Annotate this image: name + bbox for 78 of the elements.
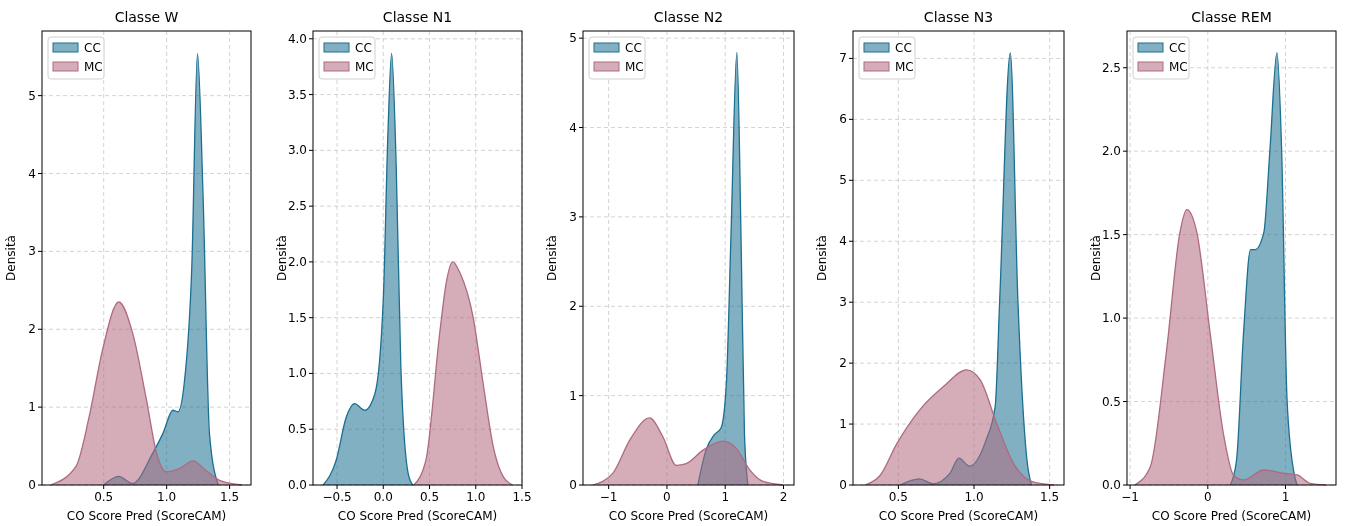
y-tick-label: 5 bbox=[28, 88, 36, 103]
y-tick-label: 3 bbox=[839, 295, 847, 310]
x-tick-label: 1.0 bbox=[157, 490, 177, 504]
legend-label: MC bbox=[625, 60, 644, 74]
y-tick-label: 2.0 bbox=[1101, 144, 1121, 159]
x-tick-label: 1.5 bbox=[512, 490, 532, 504]
y-tick-label: 1 bbox=[28, 400, 36, 415]
x-tick-label: 0.5 bbox=[888, 490, 908, 504]
x-axis-title: CO Score Pred (ScoreCAM) bbox=[608, 509, 769, 523]
y-tick-label: 0 bbox=[839, 478, 847, 492]
y-tick-label: 2 bbox=[28, 322, 36, 337]
chart-title: Classe N1 bbox=[382, 9, 453, 25]
y-tick-label: 4 bbox=[569, 120, 577, 135]
y-tick-label: 3 bbox=[28, 244, 36, 259]
x-tick-label: 0.0 bbox=[373, 490, 393, 504]
legend-label: CC bbox=[1169, 41, 1186, 55]
y-tick-label: 0.0 bbox=[1101, 478, 1121, 492]
y-tick-label: 0.0 bbox=[287, 478, 307, 492]
y-axis-title: Densità bbox=[4, 235, 18, 281]
legend-label: CC bbox=[355, 41, 372, 55]
y-tick-label: 2.5 bbox=[287, 199, 307, 214]
x-tick-label: 0 bbox=[663, 490, 671, 504]
x-tick-label: 1 bbox=[721, 490, 730, 504]
legend-label: MC bbox=[1169, 60, 1188, 74]
y-tick-label: 0 bbox=[569, 478, 577, 492]
y-tick-label: 7 bbox=[839, 51, 847, 66]
x-axis-title: CO Score Pred (ScoreCAM) bbox=[1151, 509, 1312, 523]
y-tick-label: 5 bbox=[569, 31, 577, 46]
legend-label: CC bbox=[625, 41, 642, 55]
y-tick-label: 2 bbox=[839, 356, 847, 371]
x-tick-label: −0.5 bbox=[322, 490, 352, 504]
x-tick-label: 0.5 bbox=[419, 490, 440, 504]
y-tick-label: 3.0 bbox=[287, 143, 307, 158]
y-tick-label: 2.0 bbox=[287, 254, 307, 269]
y-axis-title: Densità bbox=[275, 235, 289, 281]
chart-title: Classe N3 bbox=[923, 9, 994, 25]
chart-title: Classe W bbox=[114, 9, 179, 25]
y-tick-label: 2 bbox=[569, 299, 577, 314]
y-tick-label: 0.5 bbox=[1101, 394, 1121, 409]
y-tick-label: 4 bbox=[28, 166, 36, 181]
x-axis-title: CO Score Pred (ScoreCAM) bbox=[878, 509, 1039, 523]
y-tick-label: 5 bbox=[839, 173, 847, 188]
legend-label: CC bbox=[84, 41, 101, 55]
y-tick-label: 0 bbox=[28, 478, 36, 492]
legend-label: CC bbox=[895, 41, 912, 55]
y-tick-label: 6 bbox=[839, 112, 847, 127]
y-axis-title: Densità bbox=[815, 235, 829, 281]
legend-label: MC bbox=[895, 60, 914, 74]
x-tick-label: 1.5 bbox=[220, 490, 240, 504]
x-axis-title: CO Score Pred (ScoreCAM) bbox=[66, 509, 227, 523]
x-tick-label: 1.5 bbox=[1040, 490, 1060, 504]
y-tick-label: 1.0 bbox=[287, 366, 307, 381]
y-axis-title: Densità bbox=[1089, 235, 1103, 281]
y-tick-label: 4 bbox=[839, 234, 847, 249]
y-tick-label: 3 bbox=[569, 209, 577, 224]
x-axis-title: CO Score Pred (ScoreCAM) bbox=[337, 509, 498, 523]
y-tick-label: 1 bbox=[569, 388, 577, 403]
x-tick-label: 0 bbox=[1203, 490, 1212, 504]
y-tick-label: 1.0 bbox=[1101, 311, 1121, 326]
y-tick-label: 0.5 bbox=[287, 422, 307, 437]
y-tick-label: 3.5 bbox=[287, 87, 307, 102]
x-tick-label: 2 bbox=[779, 490, 788, 504]
y-tick-label: 1.5 bbox=[287, 310, 307, 325]
legend-label: MC bbox=[84, 60, 103, 74]
y-tick-label: 4.0 bbox=[287, 31, 307, 46]
legend-label: MC bbox=[355, 60, 374, 74]
y-axis-title: Densità bbox=[545, 235, 559, 281]
chart-title: Classe N2 bbox=[653, 9, 724, 25]
x-tick-label: 1.0 bbox=[466, 490, 486, 504]
y-tick-label: 1 bbox=[839, 417, 847, 432]
y-tick-label: 2.5 bbox=[1101, 60, 1121, 75]
x-tick-label: −1 bbox=[1121, 490, 1139, 504]
x-tick-label: 0.5 bbox=[94, 490, 114, 504]
x-tick-label: 1 bbox=[1281, 490, 1290, 504]
x-tick-label: 1.0 bbox=[964, 490, 984, 504]
y-tick-label: 1.5 bbox=[1101, 227, 1121, 242]
chart-title: Classe REM bbox=[1191, 9, 1272, 25]
x-tick-label: −1 bbox=[599, 490, 618, 504]
